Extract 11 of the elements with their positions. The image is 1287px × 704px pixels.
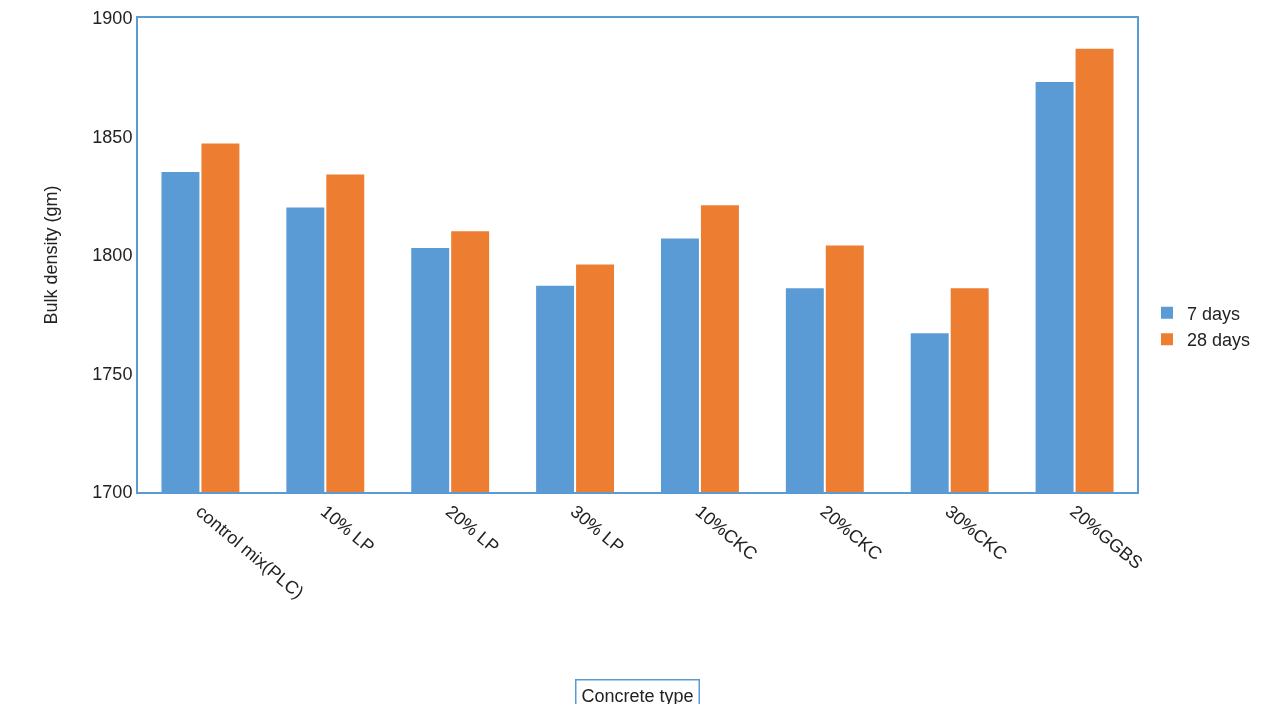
y-tick-label: 1700 bbox=[92, 482, 133, 503]
x-tick-label: 20% LP bbox=[441, 501, 503, 558]
y-axis-title: Bulk density (gm) bbox=[41, 185, 62, 325]
x-tick-label: 10% LP bbox=[316, 501, 379, 558]
legend-label: 28 days bbox=[1186, 330, 1251, 351]
y-tick-label: 1900 bbox=[92, 8, 133, 29]
y-tick-label: 1850 bbox=[92, 126, 133, 147]
y-tick-label: 1750 bbox=[92, 363, 133, 384]
y-tick-label: 1800 bbox=[92, 245, 133, 266]
legend-label: 7 days bbox=[1186, 303, 1241, 324]
x-tick-label: 30% LP bbox=[566, 501, 628, 558]
